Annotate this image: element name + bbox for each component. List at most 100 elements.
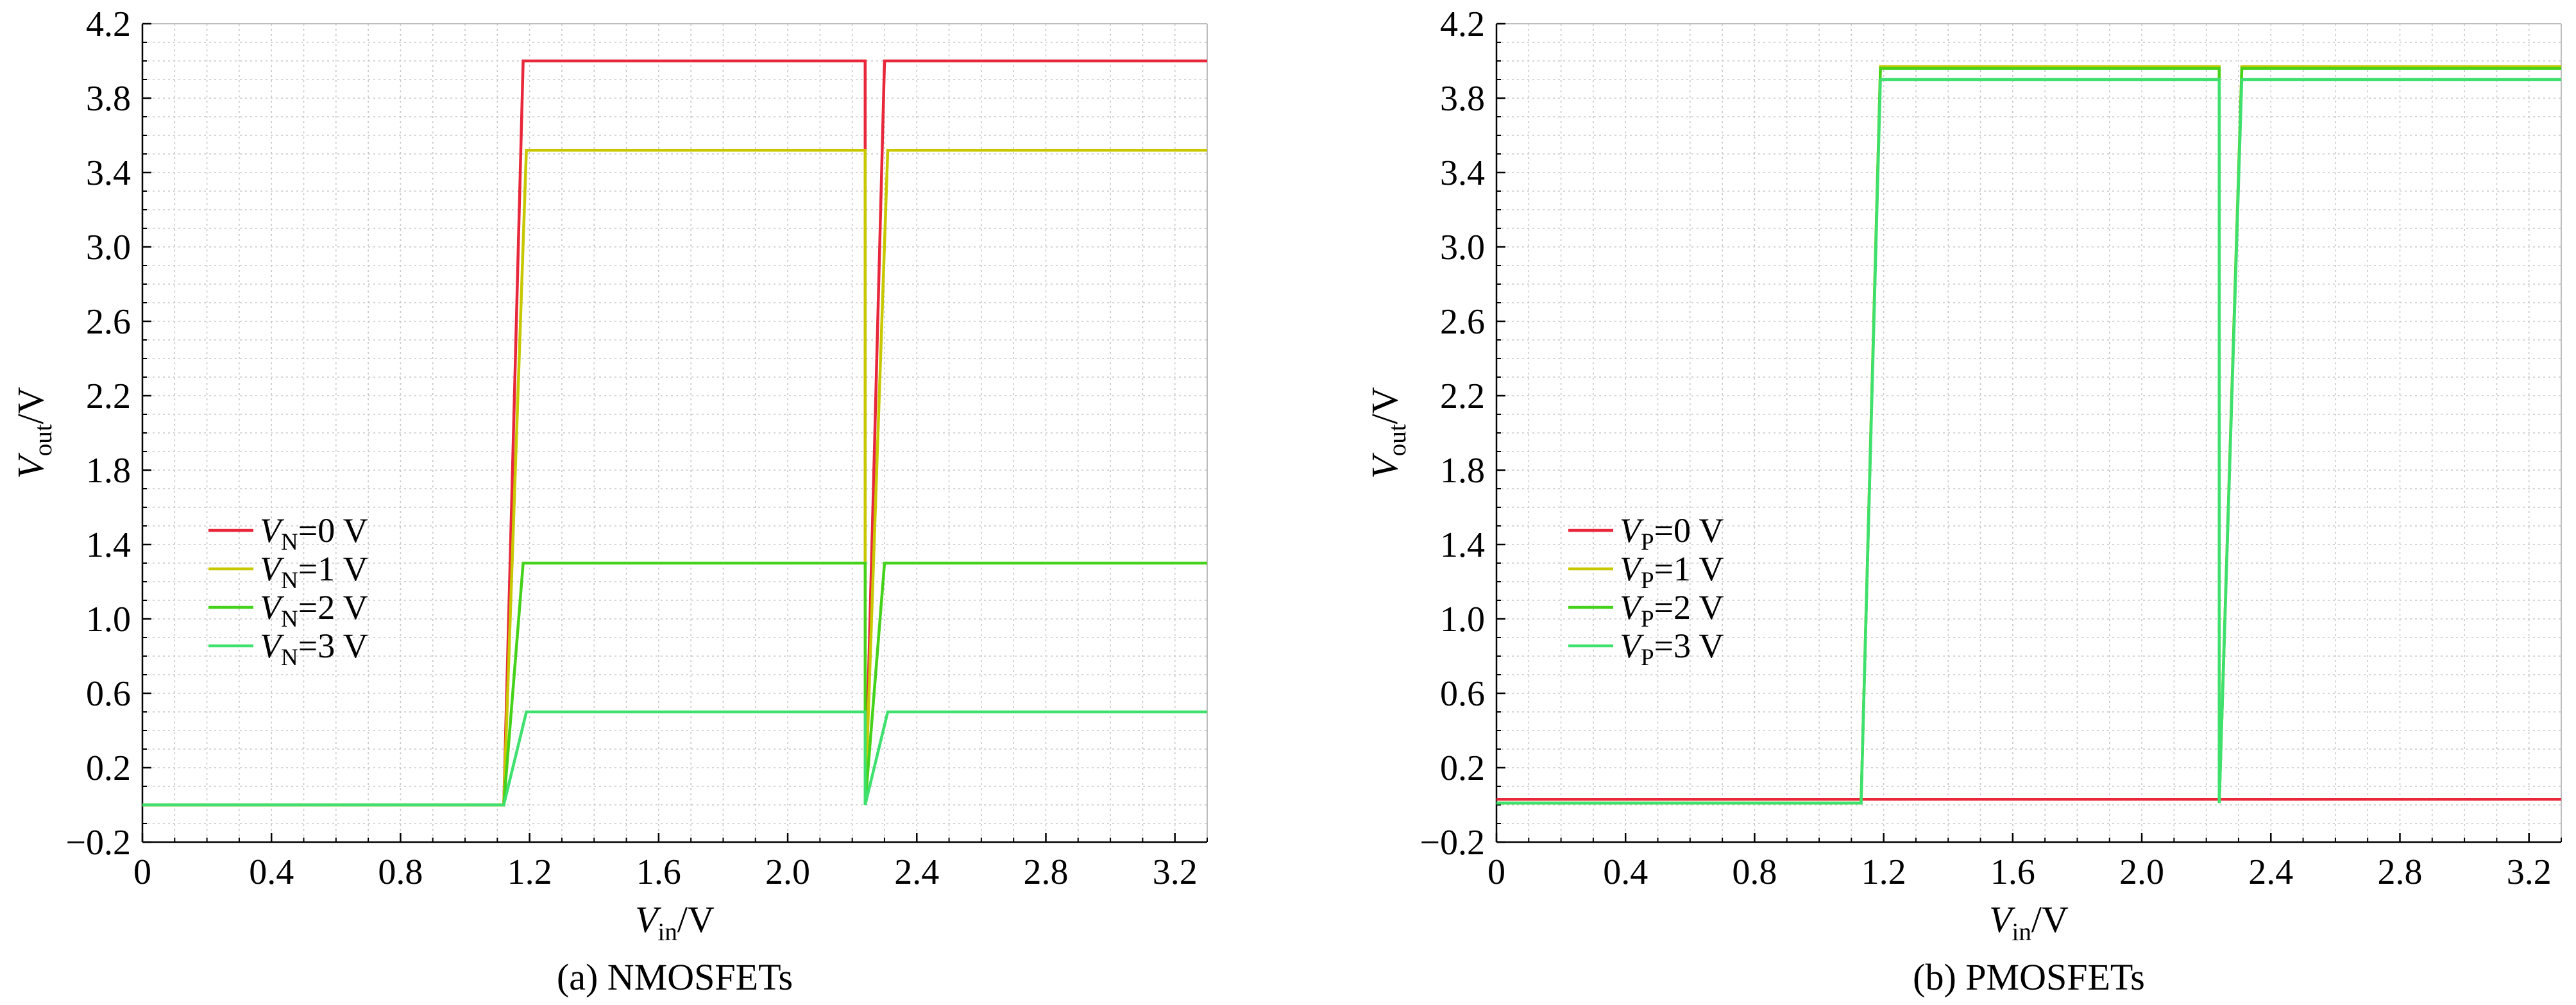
chart-caption: (b) PMOSFETs bbox=[1913, 956, 2145, 998]
legend-label: VN=0 V bbox=[260, 511, 368, 555]
y-tick-label: 3.8 bbox=[1440, 79, 1485, 119]
x-tick-label: 1.6 bbox=[636, 852, 681, 892]
y-tick-label: 3.0 bbox=[86, 228, 131, 267]
label-sub: P bbox=[1641, 568, 1654, 594]
y-tick-label: 3.8 bbox=[86, 79, 131, 119]
y-tick-label: 1.0 bbox=[86, 600, 131, 639]
x-tick-label: 2.0 bbox=[2119, 852, 2164, 892]
label-sub: in bbox=[658, 918, 677, 946]
x-tick-label: 3.2 bbox=[1153, 852, 1198, 892]
label-sub: out bbox=[1384, 424, 1411, 456]
x-tick-label: 0.8 bbox=[1732, 852, 1777, 892]
x-tick-label: 0.4 bbox=[1603, 852, 1648, 892]
label-rest: /V bbox=[1364, 387, 1405, 424]
series-group bbox=[142, 59, 1207, 807]
x-tick-label: 0.8 bbox=[378, 852, 423, 892]
y-tick-label: 2.2 bbox=[1440, 376, 1485, 416]
series-line-4 bbox=[142, 710, 1207, 807]
y-tick-label: −0.2 bbox=[1419, 823, 1485, 863]
y-tick-label: 3.0 bbox=[1440, 228, 1485, 267]
label-main: V bbox=[1620, 627, 1645, 665]
y-tick-label: 2.6 bbox=[86, 302, 131, 342]
chart-nmosfets: 0 0.4 0.8 1.2 1.6 2.0 2.4 2.8 3.2 −0.2 0.2 0.6 1.0 1.… bbox=[10, 4, 1208, 998]
x-tick-label: 2.4 bbox=[894, 852, 939, 892]
label-sub: out bbox=[30, 424, 57, 456]
label-rest: =2 V bbox=[298, 588, 368, 627]
label-rest: =1 V bbox=[1654, 550, 1724, 588]
x-tick-label: 0 bbox=[133, 852, 151, 892]
y-tick-label: 0.2 bbox=[86, 748, 131, 788]
y-tick-label: −0.2 bbox=[65, 823, 131, 863]
label-rest: =0 V bbox=[1654, 511, 1724, 550]
legend-label: VP=0 V bbox=[1620, 511, 1724, 555]
label-rest: /V bbox=[2031, 899, 2069, 940]
y-tick-label: 2.2 bbox=[86, 376, 131, 416]
y-axis-label: Vout/V bbox=[10, 387, 57, 478]
label-main: V bbox=[1364, 452, 1405, 479]
y-tick-label: 0.6 bbox=[1440, 674, 1485, 714]
label-rest: /V bbox=[677, 899, 715, 940]
label-rest: =1 V bbox=[298, 550, 368, 588]
y-tick-label: 4.2 bbox=[86, 4, 131, 44]
label-main: V bbox=[635, 899, 662, 940]
label-rest: =3 V bbox=[298, 627, 368, 665]
chart-caption: (a) NMOSFETs bbox=[557, 956, 793, 998]
plot-area bbox=[1496, 24, 2561, 842]
label-sub: P bbox=[1641, 529, 1654, 555]
x-tick-label: 0.4 bbox=[249, 852, 294, 892]
y-tick-label: 1.0 bbox=[1440, 600, 1485, 639]
legend-label: VN=3 V bbox=[260, 627, 368, 671]
y-tick-label: 1.8 bbox=[1440, 451, 1485, 491]
label-sub: in bbox=[2012, 918, 2031, 946]
x-axis-label: Vin/V bbox=[1989, 899, 2069, 946]
y-tick-label: 1.8 bbox=[86, 451, 131, 491]
y-tick-label: 3.4 bbox=[1440, 153, 1485, 193]
y-tick-label: 1.4 bbox=[86, 525, 131, 565]
label-main: V bbox=[1620, 511, 1645, 550]
label-sub: N bbox=[281, 645, 298, 671]
x-tick-label: 2.8 bbox=[2377, 852, 2422, 892]
y-tick-label: 3.4 bbox=[86, 153, 131, 193]
label-sub: N bbox=[281, 606, 298, 632]
plot-area bbox=[142, 24, 1207, 842]
series-group bbox=[1496, 65, 2561, 805]
label-sub: P bbox=[1641, 606, 1654, 632]
legend-label: VP=2 V bbox=[1620, 588, 1724, 632]
series-line-4 bbox=[1496, 78, 2561, 805]
label-sub: N bbox=[281, 529, 298, 555]
label-rest: =3 V bbox=[1654, 627, 1724, 665]
legend-label: VP=3 V bbox=[1620, 627, 1724, 671]
label-main: V bbox=[260, 511, 285, 550]
y-axis-label: Vout/V bbox=[1364, 387, 1411, 478]
legend-label: VP=1 V bbox=[1620, 550, 1724, 594]
legend: VP=0 VVP=1 VVP=2 VVP=3 V bbox=[1568, 511, 1724, 671]
y-tick-label: 2.6 bbox=[1440, 302, 1485, 342]
x-tick-label: 2.4 bbox=[2248, 852, 2293, 892]
label-main: V bbox=[1989, 899, 2016, 940]
label-main: V bbox=[1620, 550, 1645, 588]
legend-label: VN=2 V bbox=[260, 588, 368, 632]
legend-label: VN=1 V bbox=[260, 550, 368, 594]
label-main: V bbox=[260, 627, 285, 665]
x-tick-label: 1.6 bbox=[1990, 852, 2035, 892]
x-tick-label: 1.2 bbox=[507, 852, 552, 892]
x-tick-label: 3.2 bbox=[2507, 852, 2552, 892]
label-rest: =0 V bbox=[298, 511, 368, 550]
label-main: V bbox=[260, 588, 285, 627]
label-main: V bbox=[1620, 588, 1645, 627]
x-axis-label: Vin/V bbox=[635, 899, 715, 946]
label-sub: P bbox=[1641, 645, 1654, 671]
x-tick-label: 0 bbox=[1487, 852, 1505, 892]
label-rest: =2 V bbox=[1654, 588, 1724, 627]
label-main: V bbox=[10, 452, 51, 479]
y-tick-label: 0.2 bbox=[1440, 748, 1485, 788]
legend: VN=0 VVN=1 VVN=2 VVN=3 V bbox=[208, 511, 368, 671]
label-rest: /V bbox=[10, 387, 51, 424]
chart-pmosfets: 0 0.4 0.8 1.2 1.6 2.0 2.4 2.8 3.2 −0.2 0.2 0.6 1.0 1.… bbox=[1364, 4, 2562, 998]
y-tick-label: 0.6 bbox=[86, 674, 131, 714]
y-tick-label: 4.2 bbox=[1440, 4, 1485, 44]
label-sub: N bbox=[281, 568, 298, 594]
label-main: V bbox=[260, 550, 285, 588]
x-tick-label: 2.8 bbox=[1023, 852, 1068, 892]
